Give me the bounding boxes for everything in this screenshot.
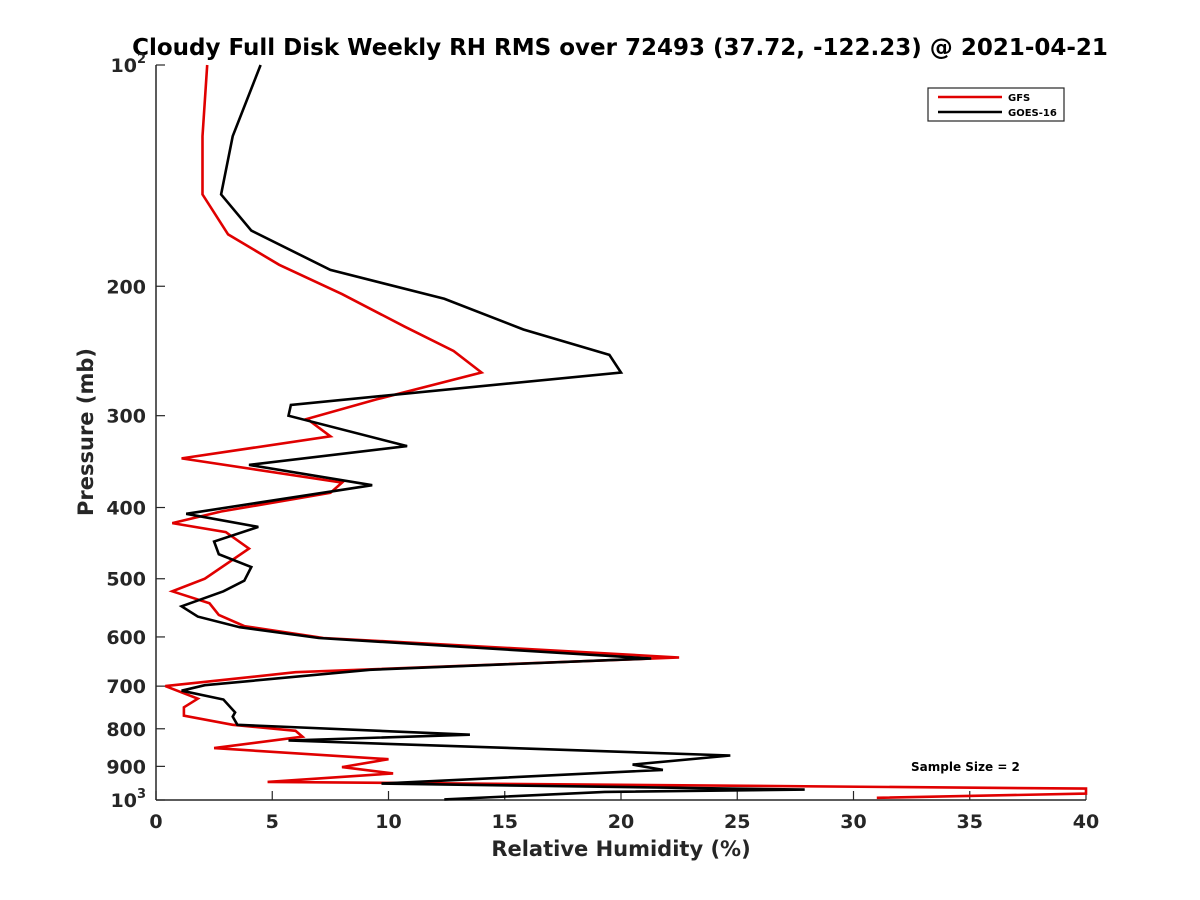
y-tick-label: 600	[106, 627, 146, 649]
legend-label-gfs: GFS	[1008, 93, 1030, 104]
chart-title: Cloudy Full Disk Weekly RH RMS over 7249…	[132, 35, 1108, 61]
x-tick-label: 20	[608, 811, 634, 833]
y-tick-label: 300	[106, 406, 146, 428]
x-axis-label: Relative Humidity (%)	[491, 837, 750, 861]
legend-label-goes16: GOES-16	[1008, 108, 1057, 119]
x-tick-label: 30	[840, 811, 866, 833]
sample-size-annotation: Sample Size = 2	[911, 760, 1020, 774]
series-line-goes16	[178, 64, 805, 801]
y-tick-label: 500	[106, 569, 146, 591]
x-tick-label: 40	[1073, 811, 1099, 833]
y-tick-label: 103	[111, 787, 147, 812]
y-axis-label: Pressure (mb)	[74, 348, 98, 516]
y-tick-label: 400	[106, 498, 146, 520]
legend: GFS GOES-16	[927, 87, 1065, 122]
x-tick-label: 10	[375, 811, 401, 833]
x-tick-label: 15	[492, 811, 518, 833]
y-tick-label: 200	[106, 276, 146, 298]
y-tick-label: 800	[106, 719, 146, 741]
plot-area: 0 5 10 15 20 25 30 35 40 102 200 300 400 500 600 700 80…	[106, 52, 1099, 833]
y-tick-label: 700	[106, 676, 146, 698]
x-ticks: 0 5 10 15 20 25 30 35 40	[149, 791, 1099, 833]
x-tick-label: 0	[149, 811, 162, 833]
legend-box	[927, 87, 1065, 122]
x-tick-label: 5	[266, 811, 279, 833]
x-tick-label: 35	[957, 811, 983, 833]
y-tick-label: 102	[111, 52, 147, 77]
x-tick-label: 25	[724, 811, 750, 833]
y-ticks: 102 200 300 400 500 600 700 800 900 103	[106, 52, 165, 812]
y-tick-label: 900	[106, 756, 146, 778]
series-line-gfs	[164, 64, 1088, 800]
series-lines	[164, 64, 1088, 801]
